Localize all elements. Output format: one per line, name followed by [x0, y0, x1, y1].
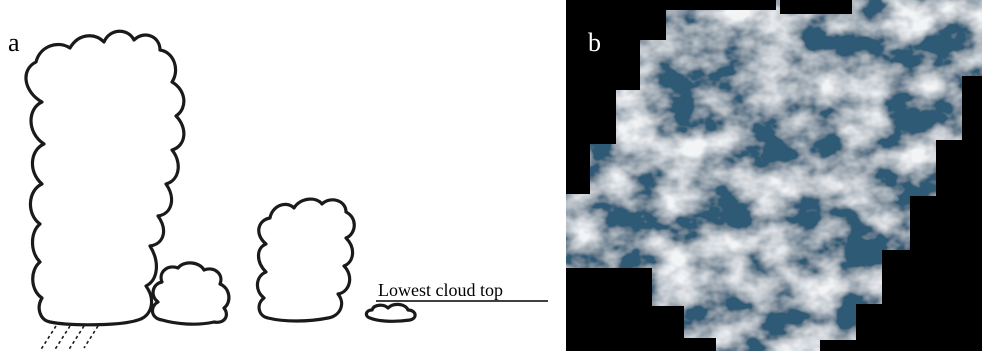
- panel-b-satellite-image: b: [566, 0, 982, 351]
- panel-label-b: b: [588, 28, 601, 57]
- panel-label-a: a: [8, 28, 20, 57]
- satellite-cloud-mosaic: [566, 0, 982, 351]
- cloud-diagram: [24, 29, 548, 351]
- tiny-low-cloud: [364, 302, 417, 323]
- lowest-cloud-top-label: Lowest cloud top: [378, 280, 503, 300]
- panel-a-cloud-sketch: a Lowest cloud top: [8, 28, 548, 351]
- tall-cumulus-cloud: [24, 29, 186, 327]
- small-cumulus-cloud: [150, 261, 231, 326]
- medium-cumulus-cloud: [255, 197, 356, 323]
- rain-streaks: [39, 325, 99, 351]
